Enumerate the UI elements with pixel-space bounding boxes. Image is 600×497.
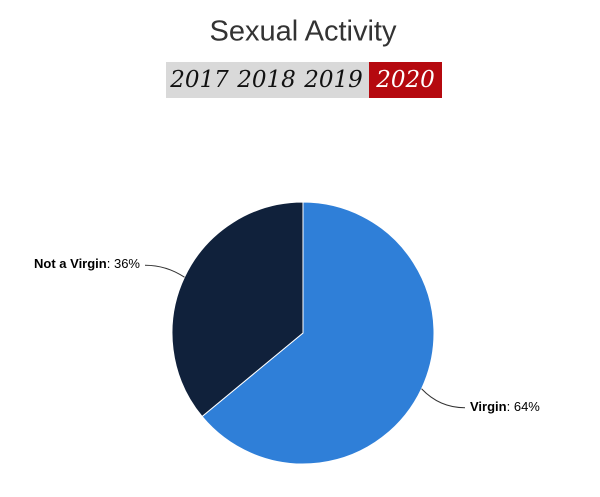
- year-tabs: 2017 2018 2019 2020: [166, 62, 442, 98]
- year-tab[interactable]: 2018: [236, 67, 296, 93]
- label-name: Virgin: [470, 399, 507, 414]
- data-label: Not a Virgin: 36%: [34, 257, 140, 272]
- pie: Virgin: 64% Not a Virgin: 36%: [34, 201, 540, 465]
- label-value: 36%: [114, 257, 140, 272]
- year-tab[interactable]: 2020: [375, 67, 435, 93]
- tab-selected-bg: [369, 62, 442, 98]
- pie-slice: [201, 201, 435, 465]
- label-value: 64%: [514, 399, 540, 414]
- label-name: Not a Virgin: [34, 257, 107, 272]
- year-tab[interactable]: 2019: [303, 67, 363, 93]
- year-tab[interactable]: 2017: [169, 67, 229, 93]
- data-label: Virgin: 64%: [470, 399, 540, 414]
- chart-title: Sexual Activity: [210, 16, 397, 48]
- leader-line: [144, 264, 185, 278]
- label-sep: :: [107, 257, 114, 272]
- leader-line: [421, 388, 466, 409]
- label-sep: :: [507, 399, 514, 414]
